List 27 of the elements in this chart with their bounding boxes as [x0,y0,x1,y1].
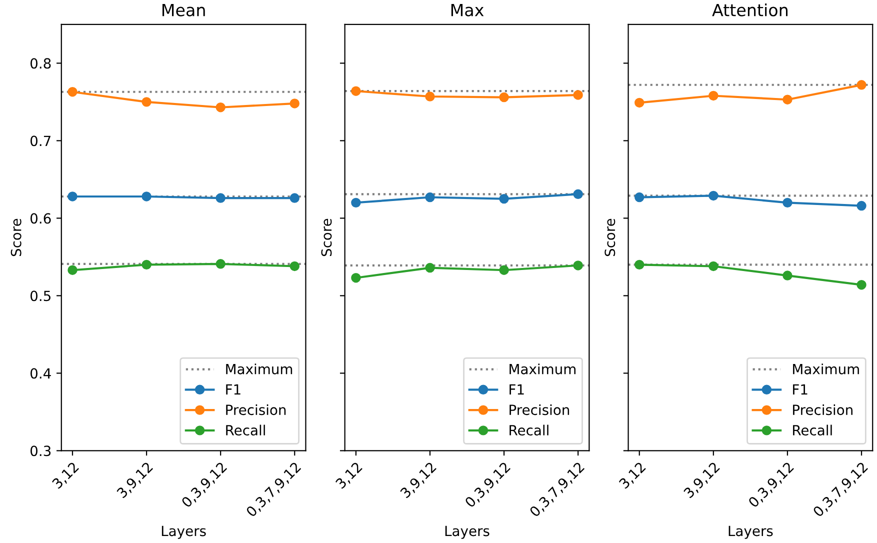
y-tick-label: 0.6 [30,213,51,224]
y-tick-label: 0.3 [30,446,51,456]
y-axis-title: Score [604,218,616,256]
y-axis-title: Score [10,218,22,256]
legend-label: Recall [793,424,832,436]
chart-title: Attention [712,3,788,16]
legend-label: Precision [510,404,570,416]
legend-label: Recall [226,424,265,436]
y-tick-label: 0.4 [30,368,51,379]
x-axis-title: Layers [728,526,773,539]
legend-label: F1 [510,384,524,395]
x-axis-title: Layers [162,526,206,539]
x-axis-title: Layers [445,526,490,539]
legend-label: Precision [226,404,286,416]
y-tick-label: 0.8 [30,58,51,69]
legend-label: Maximum [793,364,859,374]
y-axis-title: Score [321,218,332,256]
y-tick-label: 0.5 [30,290,50,302]
y-tick-label: 0.7 [30,136,50,146]
legend-label: F1 [226,384,240,395]
chart-title: Mean [162,4,205,16]
chart-title: Max [451,4,484,16]
legend-label: Maximum [510,364,576,374]
legend-label: Recall [510,424,548,436]
legend-label: F1 [793,384,808,395]
legend-label: Precision [793,404,852,416]
legend-label: Maximum [226,364,292,374]
